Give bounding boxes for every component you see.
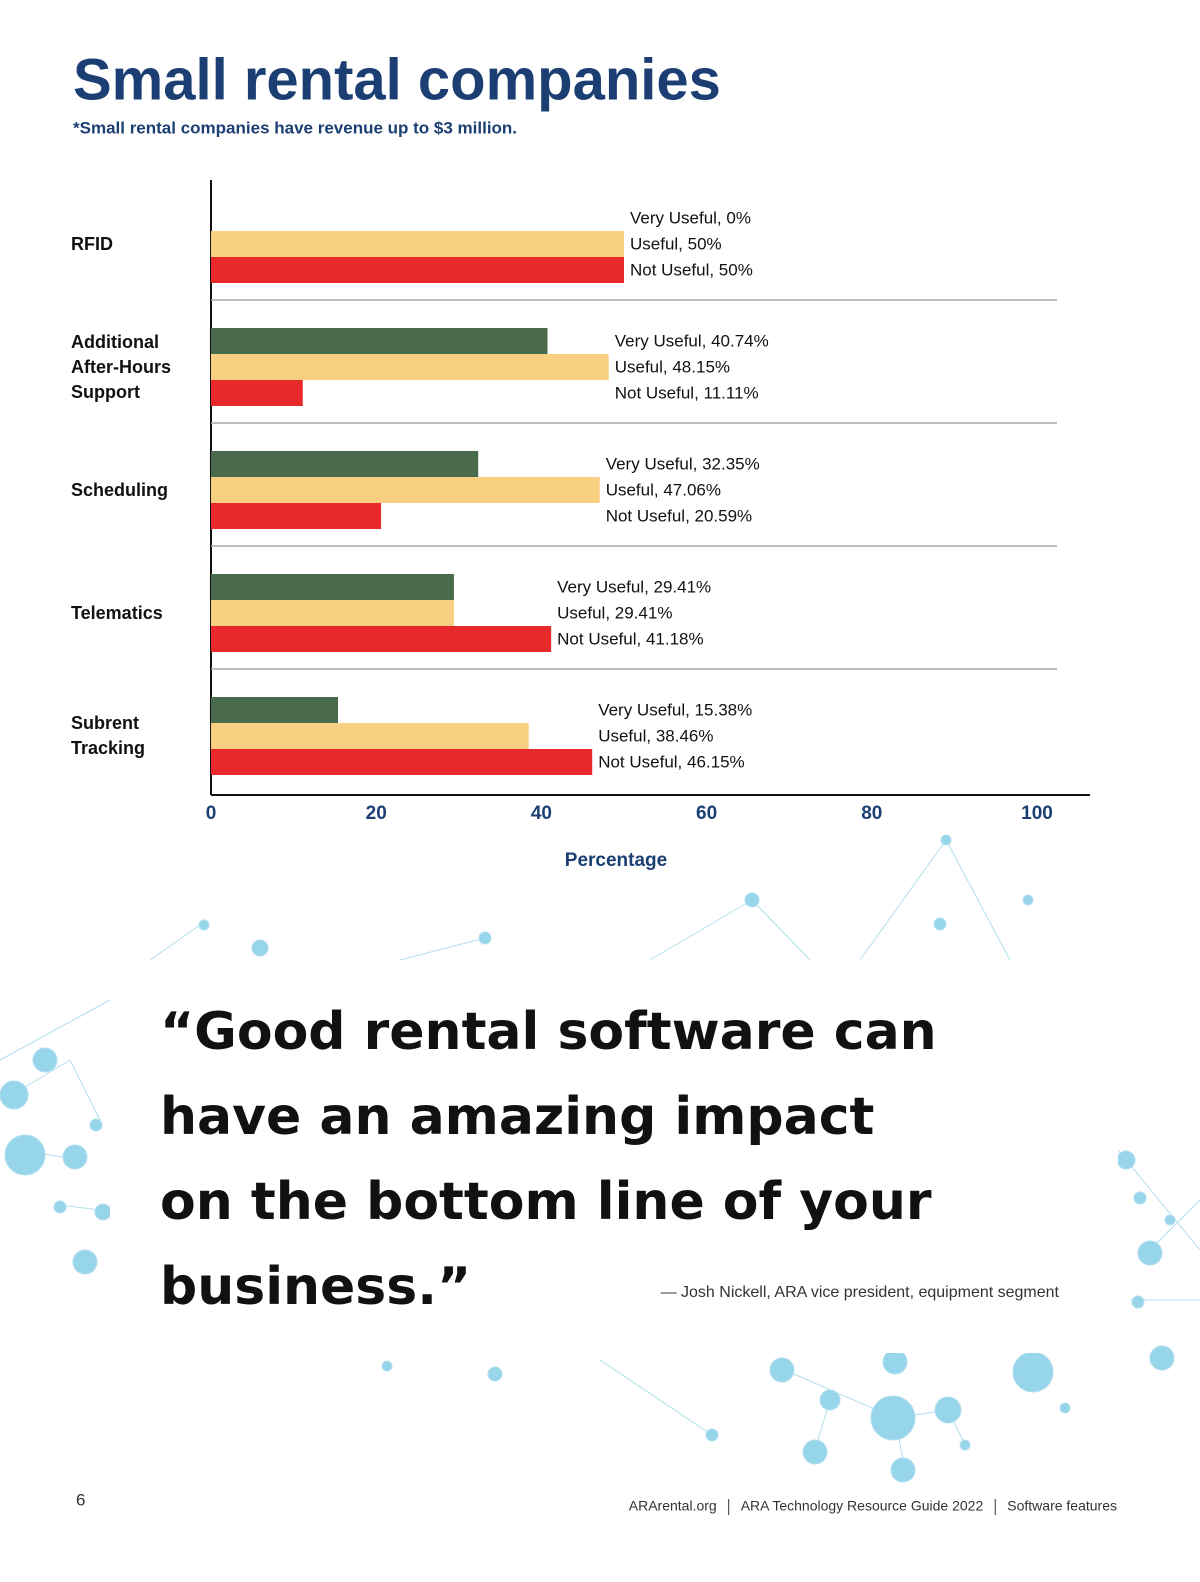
data-label: Very Useful, 0% bbox=[630, 208, 751, 227]
bar bbox=[211, 574, 454, 600]
bar bbox=[211, 477, 600, 503]
quote-line: “Good rental software can bbox=[160, 1002, 937, 1062]
x-tick-label: 100 bbox=[1021, 803, 1053, 824]
category-label: Additional After-Hours Support bbox=[71, 331, 172, 402]
bar bbox=[211, 600, 454, 626]
data-label: Not Useful, 20.59% bbox=[606, 506, 752, 525]
footer-text: Software features bbox=[1007, 1498, 1117, 1514]
data-label: Useful, 48.15% bbox=[615, 357, 730, 376]
category-label: RFID bbox=[71, 233, 113, 254]
data-label: Useful, 29.41% bbox=[557, 603, 672, 622]
x-tick-label: 80 bbox=[861, 803, 882, 824]
footer-text: ARArental.org bbox=[629, 1498, 717, 1514]
quote-line: business.” bbox=[160, 1257, 471, 1317]
data-label: Not Useful, 41.18% bbox=[557, 629, 703, 648]
category-label: Telematics bbox=[71, 602, 163, 623]
quote-attribution: — Josh Nickell, ARA vice president, equi… bbox=[661, 1284, 1060, 1301]
data-label: Very Useful, 40.74% bbox=[615, 331, 769, 350]
bar bbox=[211, 749, 593, 775]
quote-box bbox=[110, 960, 1118, 1353]
x-tick-label: 40 bbox=[531, 803, 552, 824]
subtitle: *Small rental companies have revenue up … bbox=[73, 118, 517, 137]
quote-line: have an amazing impact bbox=[160, 1087, 874, 1147]
data-label: Not Useful, 50% bbox=[630, 260, 753, 279]
x-tick-label: 60 bbox=[696, 803, 717, 824]
data-label: Very Useful, 15.38% bbox=[598, 700, 752, 719]
data-label: Very Useful, 29.41% bbox=[557, 577, 711, 596]
network-decoration bbox=[0, 834, 1200, 1483]
bar bbox=[211, 723, 529, 749]
category-label: Scheduling bbox=[71, 479, 169, 500]
bar bbox=[211, 328, 548, 354]
x-tick-label: 20 bbox=[366, 803, 387, 824]
x-axis-label: Percentage bbox=[565, 850, 667, 871]
data-label: Very Useful, 32.35% bbox=[606, 454, 760, 473]
bar bbox=[211, 503, 382, 529]
bar bbox=[211, 626, 552, 652]
bar bbox=[211, 380, 303, 406]
x-tick-label: 0 bbox=[206, 803, 217, 824]
data-label: Useful, 50% bbox=[630, 234, 722, 253]
title: Small rental companies bbox=[73, 47, 721, 112]
data-label: Useful, 38.46% bbox=[598, 726, 713, 745]
bar bbox=[211, 451, 479, 477]
data-label: Useful, 47.06% bbox=[606, 480, 721, 499]
data-label: Not Useful, 11.11% bbox=[615, 383, 759, 402]
bar bbox=[211, 231, 624, 257]
quote-line: on the bottom line of your bbox=[160, 1172, 932, 1232]
page-number: 6 bbox=[76, 1490, 85, 1509]
bar bbox=[211, 354, 609, 380]
category-label: Subrent Tracking bbox=[71, 713, 146, 758]
bar bbox=[211, 697, 339, 723]
bar bbox=[211, 257, 624, 283]
data-label: Not Useful, 46.15% bbox=[598, 752, 744, 771]
footer-text: ARA Technology Resource Guide 2022 bbox=[741, 1498, 984, 1514]
